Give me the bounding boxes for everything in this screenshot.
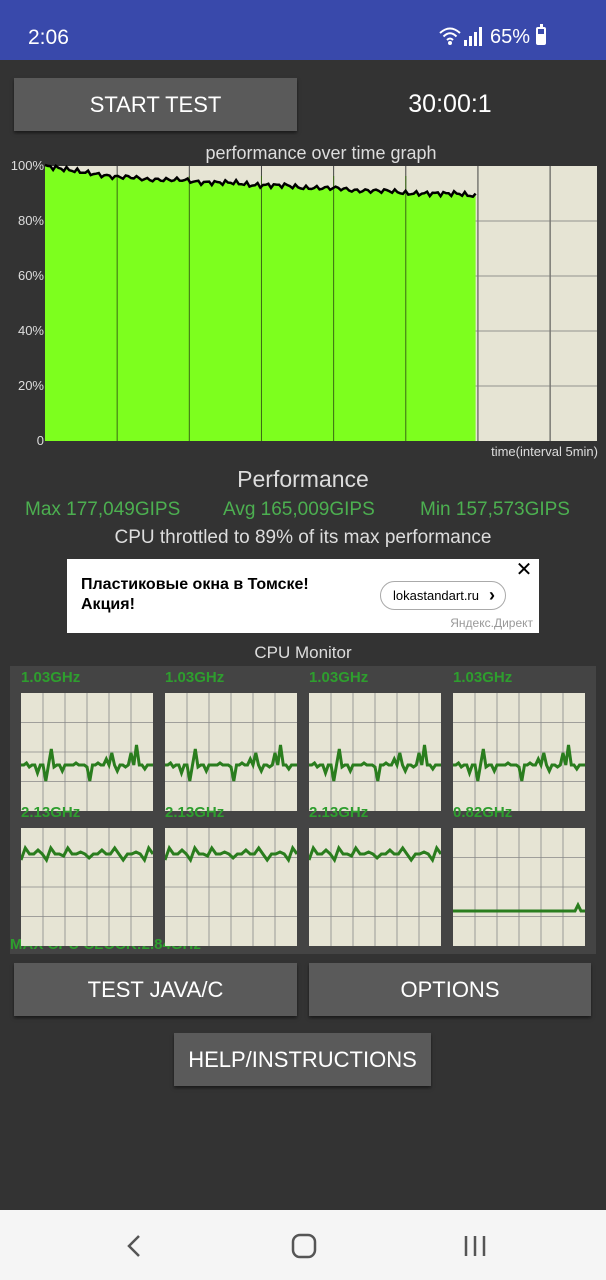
ad-banner[interactable]: Пластиковые окна в Томске! Акция! lokast… bbox=[67, 559, 539, 633]
core-frequency: 1.03GHz bbox=[453, 669, 513, 686]
home-icon[interactable] bbox=[289, 1231, 319, 1261]
status-icons: 65% bbox=[406, 24, 606, 52]
ad-text: Пластиковые окна в Томске! Акция! bbox=[81, 576, 309, 613]
core-load-line bbox=[309, 844, 441, 864]
performance-graph: 100% 80% 60% 40% 20% 0 bbox=[0, 158, 606, 465]
graph-title: performance over time graph bbox=[205, 143, 437, 163]
core-frequency: 0.82GHz bbox=[453, 804, 513, 821]
core-graph bbox=[21, 828, 153, 946]
core-load-line bbox=[165, 844, 297, 864]
test-java-c-button[interactable]: TEST JAVA/C bbox=[14, 963, 297, 1016]
min-performance: Min 157,573GIPS bbox=[420, 499, 570, 520]
y-tick-label: 0 bbox=[36, 433, 44, 448]
core-graph bbox=[453, 828, 585, 946]
status-bar: 2:06 65% bbox=[0, 0, 606, 60]
navigation-bar bbox=[0, 1210, 606, 1280]
options-button[interactable]: OPTIONS bbox=[309, 963, 591, 1016]
core-frequency: 2.13GHz bbox=[165, 804, 225, 821]
performance-chart-svg bbox=[44, 163, 597, 441]
core-frequency: 1.03GHz bbox=[21, 669, 81, 686]
y-tick-label: 40% bbox=[17, 323, 44, 338]
close-icon[interactable]: ✕ bbox=[515, 559, 533, 581]
battery-percentage: 65% bbox=[490, 26, 531, 48]
ad-source: Яндекс.Директ bbox=[450, 616, 533, 630]
core-graph bbox=[309, 828, 441, 946]
core-graph bbox=[453, 693, 585, 811]
core-load-line bbox=[309, 744, 441, 782]
core-load-line bbox=[21, 844, 153, 864]
core-graph bbox=[309, 693, 441, 811]
core-graph bbox=[21, 693, 153, 811]
max-performance: Max 177,049GIPS bbox=[25, 499, 181, 520]
performance-line bbox=[44, 163, 477, 199]
core-frequency: 2.13GHz bbox=[309, 804, 369, 821]
avg-performance: Avg 165,009GIPS bbox=[223, 499, 375, 520]
x-axis-label: time(interval 5min) bbox=[491, 444, 598, 459]
core-frequency: 2.13GHz bbox=[21, 804, 81, 821]
core-graph bbox=[165, 828, 297, 946]
y-tick-label: 80% bbox=[17, 213, 44, 228]
core-graph bbox=[165, 693, 297, 811]
core-load-line bbox=[453, 901, 585, 913]
recent-apps-icon[interactable] bbox=[460, 1231, 490, 1261]
cpu-monitor-title: CPU Monitor bbox=[254, 643, 352, 662]
battery-icon bbox=[536, 24, 546, 45]
wifi-icon bbox=[439, 27, 461, 45]
core-load-line bbox=[165, 744, 297, 782]
performance-title: Performance bbox=[237, 466, 369, 492]
y-tick-label: 20% bbox=[17, 378, 44, 393]
cpu-monitor-panel: MAX CPU CLOCK:2.84GHz 1.03GHz1.03GHz1.03… bbox=[10, 666, 596, 954]
help-instructions-button[interactable]: HELP/INSTRUCTIONS bbox=[174, 1033, 431, 1086]
signal-icon bbox=[464, 27, 482, 46]
status-time: 2:06 bbox=[28, 26, 69, 49]
core-load-line bbox=[453, 744, 585, 782]
y-tick-label: 100% bbox=[10, 158, 44, 173]
start-test-button[interactable]: START TEST bbox=[14, 78, 297, 131]
performance-fill-area bbox=[45, 164, 476, 441]
core-frequency: 1.03GHz bbox=[165, 669, 225, 686]
back-icon[interactable] bbox=[120, 1231, 150, 1261]
test-timer: 30:00:1 bbox=[408, 90, 492, 118]
core-frequency: 1.03GHz bbox=[309, 669, 369, 686]
core-load-line bbox=[21, 744, 153, 782]
throttle-text: CPU throttled to 89% of its max performa… bbox=[114, 527, 492, 548]
ad-link-button[interactable]: lokastandart.ru bbox=[380, 581, 506, 610]
y-tick-label: 60% bbox=[17, 268, 44, 283]
